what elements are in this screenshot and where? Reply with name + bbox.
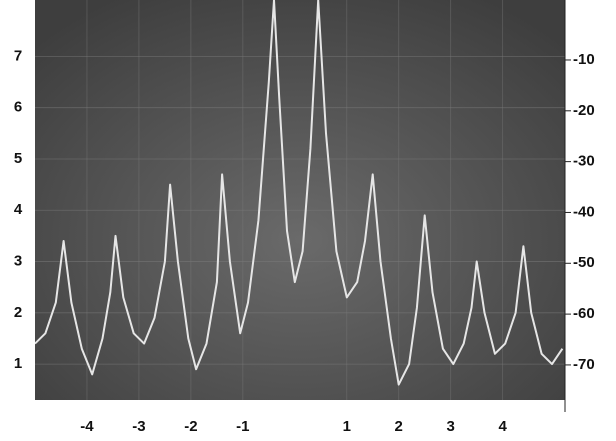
- y-tick-label: 5: [14, 150, 22, 167]
- x-tick-label: 2: [395, 418, 403, 435]
- spectrum-line: [35, 0, 564, 386]
- y2-tick-label: -30: [573, 153, 595, 170]
- y2-tick-label: -40: [573, 203, 595, 220]
- y2-tick-label: -70: [573, 356, 595, 373]
- x-tick-label: 4: [498, 418, 507, 435]
- x-tick-label: 1: [343, 418, 351, 435]
- y-tick-label: 1: [14, 355, 22, 372]
- y2-tick-label: -20: [573, 102, 595, 119]
- x-tick-label: -1: [236, 418, 249, 435]
- y2-tick-label: -10: [573, 51, 595, 68]
- y-tick-label: 3: [14, 253, 22, 270]
- x-tick-label: -3: [132, 418, 145, 435]
- x-tick-label: -4: [80, 418, 94, 435]
- y-tick-label: 2: [14, 304, 22, 321]
- y-tick-label: 6: [14, 99, 22, 116]
- x-tick-label: -2: [184, 418, 197, 435]
- y2-tick-label: -60: [573, 305, 595, 322]
- y-tick-label: 7: [14, 47, 22, 64]
- x-tick-label: 3: [447, 418, 455, 435]
- plot-background: [35, 0, 565, 400]
- y-tick-label: 4: [14, 201, 23, 218]
- y2-tick-label: -50: [573, 254, 595, 271]
